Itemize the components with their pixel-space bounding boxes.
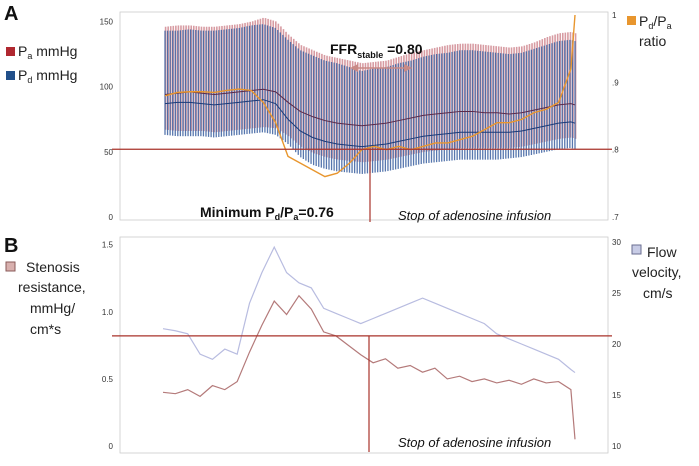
y-right-tick-a: .9	[612, 78, 619, 87]
legend-flow-line2: velocity,	[632, 264, 682, 280]
legend-resistance-line2: resistance,	[18, 279, 86, 295]
ffr-annotation: FFRstable =0.80	[330, 41, 423, 72]
y-right-tick-b: 30	[612, 238, 621, 247]
stop-infusion-label-a: Stop of adenosine infusion	[398, 208, 551, 223]
legend-resistance-line1: Stenosis	[26, 259, 80, 275]
y-right-tick-b: 15	[612, 391, 621, 400]
legend-flow-line1: Flow	[647, 244, 677, 260]
legend-ratio-line2: ratio	[639, 33, 666, 49]
y-right-tick-b: 20	[612, 340, 621, 349]
legend-resistance-line4: cm*s	[30, 321, 61, 337]
y-right-tick-a: .7	[612, 213, 619, 222]
legend-pd-label: Pd mmHg	[18, 67, 77, 85]
y-left-tick-b: 1.5	[102, 241, 114, 250]
panel-b-label: B	[4, 235, 18, 257]
y-left-tick-a: 100	[100, 83, 114, 92]
ffr-stable-label: FFRstable =0.80	[330, 41, 423, 60]
pd-mean-line	[164, 99, 576, 148]
plot-a-pressure-bands	[164, 17, 577, 174]
legend-ratio-line1: Pd/Pa	[639, 13, 672, 31]
legend-pd-swatch	[6, 71, 15, 80]
legend-pa: Pa mmHg	[6, 43, 77, 61]
legend-resistance-line3: mmHg/	[30, 300, 75, 316]
y-left-tick-a: 50	[104, 148, 113, 157]
plot-b-frame	[119, 236, 609, 454]
pa-mean-line	[164, 88, 576, 127]
y-right-tick-a: 1	[612, 11, 617, 20]
y-right-tick-a: .8	[612, 146, 619, 155]
plot-a: 0 50 100 150 .7 .8 .9 1	[100, 11, 619, 222]
plot-a-frame	[119, 11, 609, 221]
y-left-tick-a: 0	[109, 213, 114, 222]
plot-b-lines	[112, 245, 612, 452]
ffr-arrow-right-head	[404, 64, 412, 72]
legend-pa-label: Pa mmHg	[18, 43, 77, 61]
plot-a-right-ticks: .7 .8 .9 1	[612, 11, 619, 222]
legend-resistance: Stenosis resistance, mmHg/ cm*s	[5, 259, 86, 337]
legend-ratio: Pd/Pa ratio	[627, 13, 672, 49]
stop-infusion-label-b: Stop of adenosine infusion	[398, 435, 551, 450]
y-left-tick-b: 0	[109, 442, 114, 451]
plot-b: 0 0.5 1.0 1.5 10 15 20 25 30	[102, 236, 621, 454]
plot-b-right-ticks: 10 15 20 25 30	[612, 238, 621, 451]
panel-a-label: A	[4, 3, 18, 25]
legend-pa-swatch	[6, 47, 15, 56]
minimum-ratio-label: Minimum Pd/Pa=0.76	[200, 204, 334, 222]
legend-pd: Pd mmHg	[6, 67, 77, 85]
plot-a-lines	[112, 14, 612, 222]
stenosis-resistance-line	[162, 294, 576, 440]
plot-b-left-ticks: 0 0.5 1.0 1.5	[102, 241, 114, 451]
y-left-tick-b: 1.0	[102, 308, 114, 317]
ratio-line	[164, 14, 576, 178]
legend-resistance-swatch	[5, 261, 16, 272]
legend-flow-line3: cm/s	[643, 285, 673, 301]
ffr-arrow-left-head	[350, 64, 358, 72]
y-left-tick-a: 150	[100, 18, 114, 27]
plot-a-left-ticks: 0 50 100 150	[100, 18, 114, 222]
legend-ratio-swatch	[627, 16, 636, 25]
y-right-tick-b: 10	[612, 442, 621, 451]
legend-flow: Flow velocity, cm/s	[631, 244, 682, 301]
y-right-tick-b: 25	[612, 289, 621, 298]
legend-flow-swatch	[631, 244, 642, 255]
flow-velocity-line	[162, 245, 576, 374]
y-left-tick-b: 0.5	[102, 375, 114, 384]
